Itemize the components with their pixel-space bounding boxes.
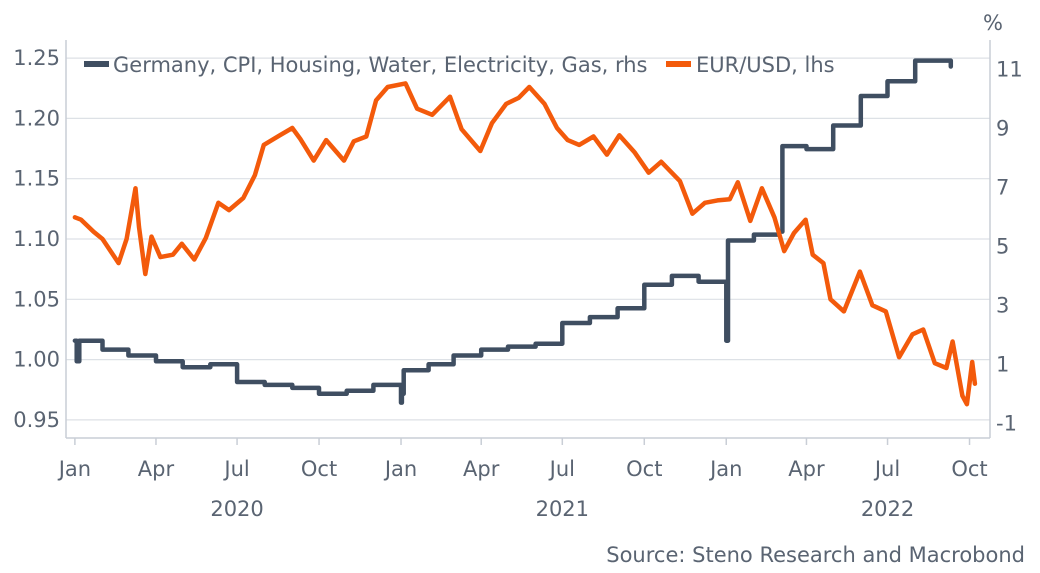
- x-tick-label: Jan: [383, 457, 417, 481]
- x-tick-label: Oct: [301, 457, 337, 481]
- left-tick-label: 1.15: [13, 167, 60, 191]
- x-tick-label: Oct: [626, 457, 662, 481]
- series-line-germany-cpi-housing: [72, 58, 954, 405]
- x-tick-label: Oct: [951, 457, 987, 481]
- right-tick-label: 9: [996, 116, 1009, 140]
- x-tick-label: Jan: [57, 457, 91, 481]
- axes: [65, 40, 991, 439]
- legend-label-eurusd: EUR/USD, lhs: [696, 53, 835, 77]
- series-lines: [72, 58, 978, 407]
- right-tick-label: 11: [996, 57, 1023, 81]
- left-tick-label: 0.95: [13, 408, 60, 432]
- x-tick-label: Apr: [138, 457, 175, 481]
- right-tick-label: 7: [996, 175, 1009, 199]
- x-year-label: 2020: [210, 497, 263, 521]
- x-tick-label: Jul: [873, 457, 900, 481]
- x-tick-label: Apr: [788, 457, 825, 481]
- left-tick-label: 1.20: [13, 106, 60, 130]
- left-tick-label: 1.00: [13, 348, 60, 372]
- x-year-label: 2021: [536, 497, 589, 521]
- right-tick-label: 5: [996, 234, 1009, 258]
- x-tick-label: Apr: [463, 457, 500, 481]
- left-tick-label: 1.10: [13, 227, 60, 251]
- right-tick-label: -1: [996, 411, 1017, 435]
- legend: Germany, CPI, Housing, Water, Electricit…: [84, 53, 835, 77]
- x-tick-label: Jul: [222, 457, 249, 481]
- right-tick-label: 3: [996, 293, 1009, 317]
- right-tick-label: 1: [996, 352, 1009, 376]
- x-tick-label: Jan: [708, 457, 742, 481]
- source-note: Source: Steno Research and Macrobond: [606, 543, 1025, 567]
- legend-label-cpi: Germany, CPI, Housing, Water, Electricit…: [113, 53, 648, 77]
- axis-ticks: 1.25 1.20 1.15 1.10 1.05 1.00 0.95 11 9 7 5 3 1 -1 Jan…: [13, 46, 1023, 521]
- gridlines: [66, 57, 990, 421]
- x-year-label: 2022: [861, 497, 914, 521]
- left-tick-label: 1.05: [13, 287, 60, 311]
- left-tick-label: 1.25: [13, 46, 60, 70]
- series-line-eur-usd: [72, 81, 978, 407]
- x-tick-label: Jul: [548, 457, 575, 481]
- right-axis-unit: %: [983, 11, 1003, 35]
